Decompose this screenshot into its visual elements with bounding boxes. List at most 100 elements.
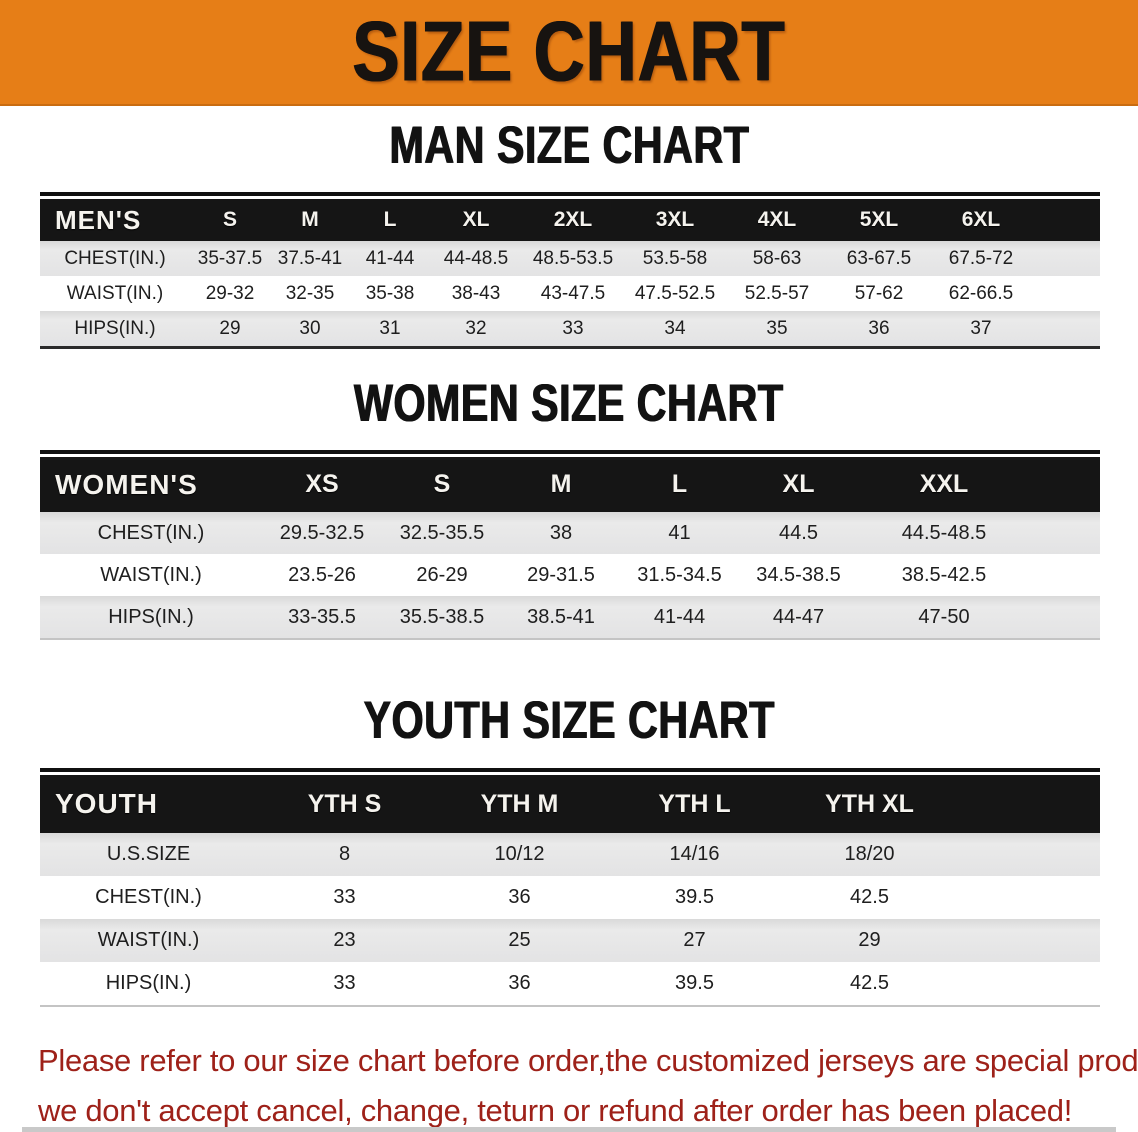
value-cell: 52.5-57 [726,276,828,311]
value-cell: 62-66.5 [930,276,1032,311]
disclaimer-line-2: we don't accept cancel, change, teturn o… [38,1093,1073,1128]
value-cell: 34.5-38.5 [739,554,858,596]
value-cell: 36 [432,962,607,1005]
disclaimer-line-1: Please refer to our size chart before or… [38,1043,1138,1078]
value-cell: 26-29 [382,554,502,596]
header-filler-cell [957,775,1100,833]
table-bottom-rule [40,1005,1100,1007]
table-corner-label: WOMEN'S [40,457,262,512]
row-label-cell: HIPS(IN.) [40,311,190,346]
value-cell: 41-44 [350,241,430,276]
column-header-cell: 3XL [624,199,726,241]
value-cell: 29-31.5 [502,554,620,596]
row-label-cell: HIPS(IN.) [40,596,262,638]
value-cell: 36 [432,876,607,919]
banner-title: SIZE CHART [352,4,786,100]
table-bottom-rule [40,638,1100,640]
value-cell: 14/16 [607,833,782,876]
value-cell: 48.5-53.5 [522,241,624,276]
value-cell: 33 [257,876,432,919]
value-cell: 44.5-48.5 [858,512,1030,554]
value-cell: 38.5-42.5 [858,554,1030,596]
column-header-cell: L [350,199,430,241]
value-cell: 44-47 [739,596,858,638]
header-filler-cell [1030,457,1100,512]
disclaimer-text: Please refer to our size chart before or… [38,1036,1138,1132]
value-cell: 42.5 [782,876,957,919]
women-section-title: WOMEN SIZE CHART [354,374,784,434]
value-cell: 35-38 [350,276,430,311]
value-cell: 44-48.5 [430,241,522,276]
value-cell: 31 [350,311,430,346]
value-cell: 38-43 [430,276,522,311]
value-cell: 42.5 [782,962,957,1005]
value-cell: 37.5-41 [270,241,350,276]
value-cell: 32.5-35.5 [382,512,502,554]
youth-size-grid: YOUTH YTH S YTH M YTH L YTH XL U.S.SIZE 8 10/12… [40,775,1100,1005]
column-header-cell: YTH L [607,775,782,833]
value-cell: 8 [257,833,432,876]
value-cell: 29 [190,311,270,346]
table-corner-label: YOUTH [40,775,257,833]
column-header-cell: S [190,199,270,241]
row-label-cell: U.S.SIZE [40,833,257,876]
row-filler-cell [1032,311,1100,346]
column-header-cell: YTH S [257,775,432,833]
value-cell: 35.5-38.5 [382,596,502,638]
table-top-rule [40,450,1100,454]
row-filler-cell [957,919,1100,962]
men-size-table: MEN'S S M L XL 2XL 3XL 4XL 5XL 6XL CHEST(IN.) 35-37… [40,192,1100,349]
row-filler-cell [1032,241,1100,276]
value-cell: 31.5-34.5 [620,554,739,596]
value-cell: 39.5 [607,876,782,919]
row-filler-cell [1030,554,1100,596]
column-header-cell: YTH M [432,775,607,833]
women-size-grid: WOMEN'S XS S M L XL XXL CHEST(IN.) 29.5-32.5 32.5… [40,457,1100,638]
row-label-cell: WAIST(IN.) [40,276,190,311]
value-cell: 32-35 [270,276,350,311]
value-cell: 37 [930,311,1032,346]
value-cell: 33 [522,311,624,346]
value-cell: 23 [257,919,432,962]
value-cell: 58-63 [726,241,828,276]
value-cell: 25 [432,919,607,962]
table-bottom-rule [40,346,1100,349]
row-filler-cell [1030,596,1100,638]
column-header-cell: XXL [858,457,1030,512]
men-section-title: MAN SIZE CHART [389,116,749,176]
row-label-cell: WAIST(IN.) [40,919,257,962]
youth-section-title: YOUTH SIZE CHART [363,691,775,751]
value-cell: 27 [607,919,782,962]
row-label-cell: CHEST(IN.) [40,512,262,554]
value-cell: 33-35.5 [262,596,382,638]
table-corner-label: MEN'S [40,199,190,241]
value-cell: 38 [502,512,620,554]
column-header-cell: XS [262,457,382,512]
value-cell: 47-50 [858,596,1030,638]
header-filler-cell [1032,199,1100,241]
value-cell: 29 [782,919,957,962]
value-cell: 53.5-58 [624,241,726,276]
table-top-rule [40,192,1100,196]
column-header-cell: M [270,199,350,241]
value-cell: 63-67.5 [828,241,930,276]
value-cell: 36 [828,311,930,346]
value-cell: 10/12 [432,833,607,876]
value-cell: 67.5-72 [930,241,1032,276]
column-header-cell: 6XL [930,199,1032,241]
value-cell: 39.5 [607,962,782,1005]
value-cell: 23.5-26 [262,554,382,596]
row-label-cell: WAIST(IN.) [40,554,262,596]
youth-size-table: YOUTH YTH S YTH M YTH L YTH XL U.S.SIZE 8 10/12… [40,768,1100,1007]
row-filler-cell [957,962,1100,1005]
value-cell: 38.5-41 [502,596,620,638]
column-header-cell: YTH XL [782,775,957,833]
row-label-cell: CHEST(IN.) [40,876,257,919]
value-cell: 18/20 [782,833,957,876]
value-cell: 44.5 [739,512,858,554]
column-header-cell: XL [430,199,522,241]
table-top-rule [40,768,1100,772]
column-header-cell: 4XL [726,199,828,241]
value-cell: 57-62 [828,276,930,311]
